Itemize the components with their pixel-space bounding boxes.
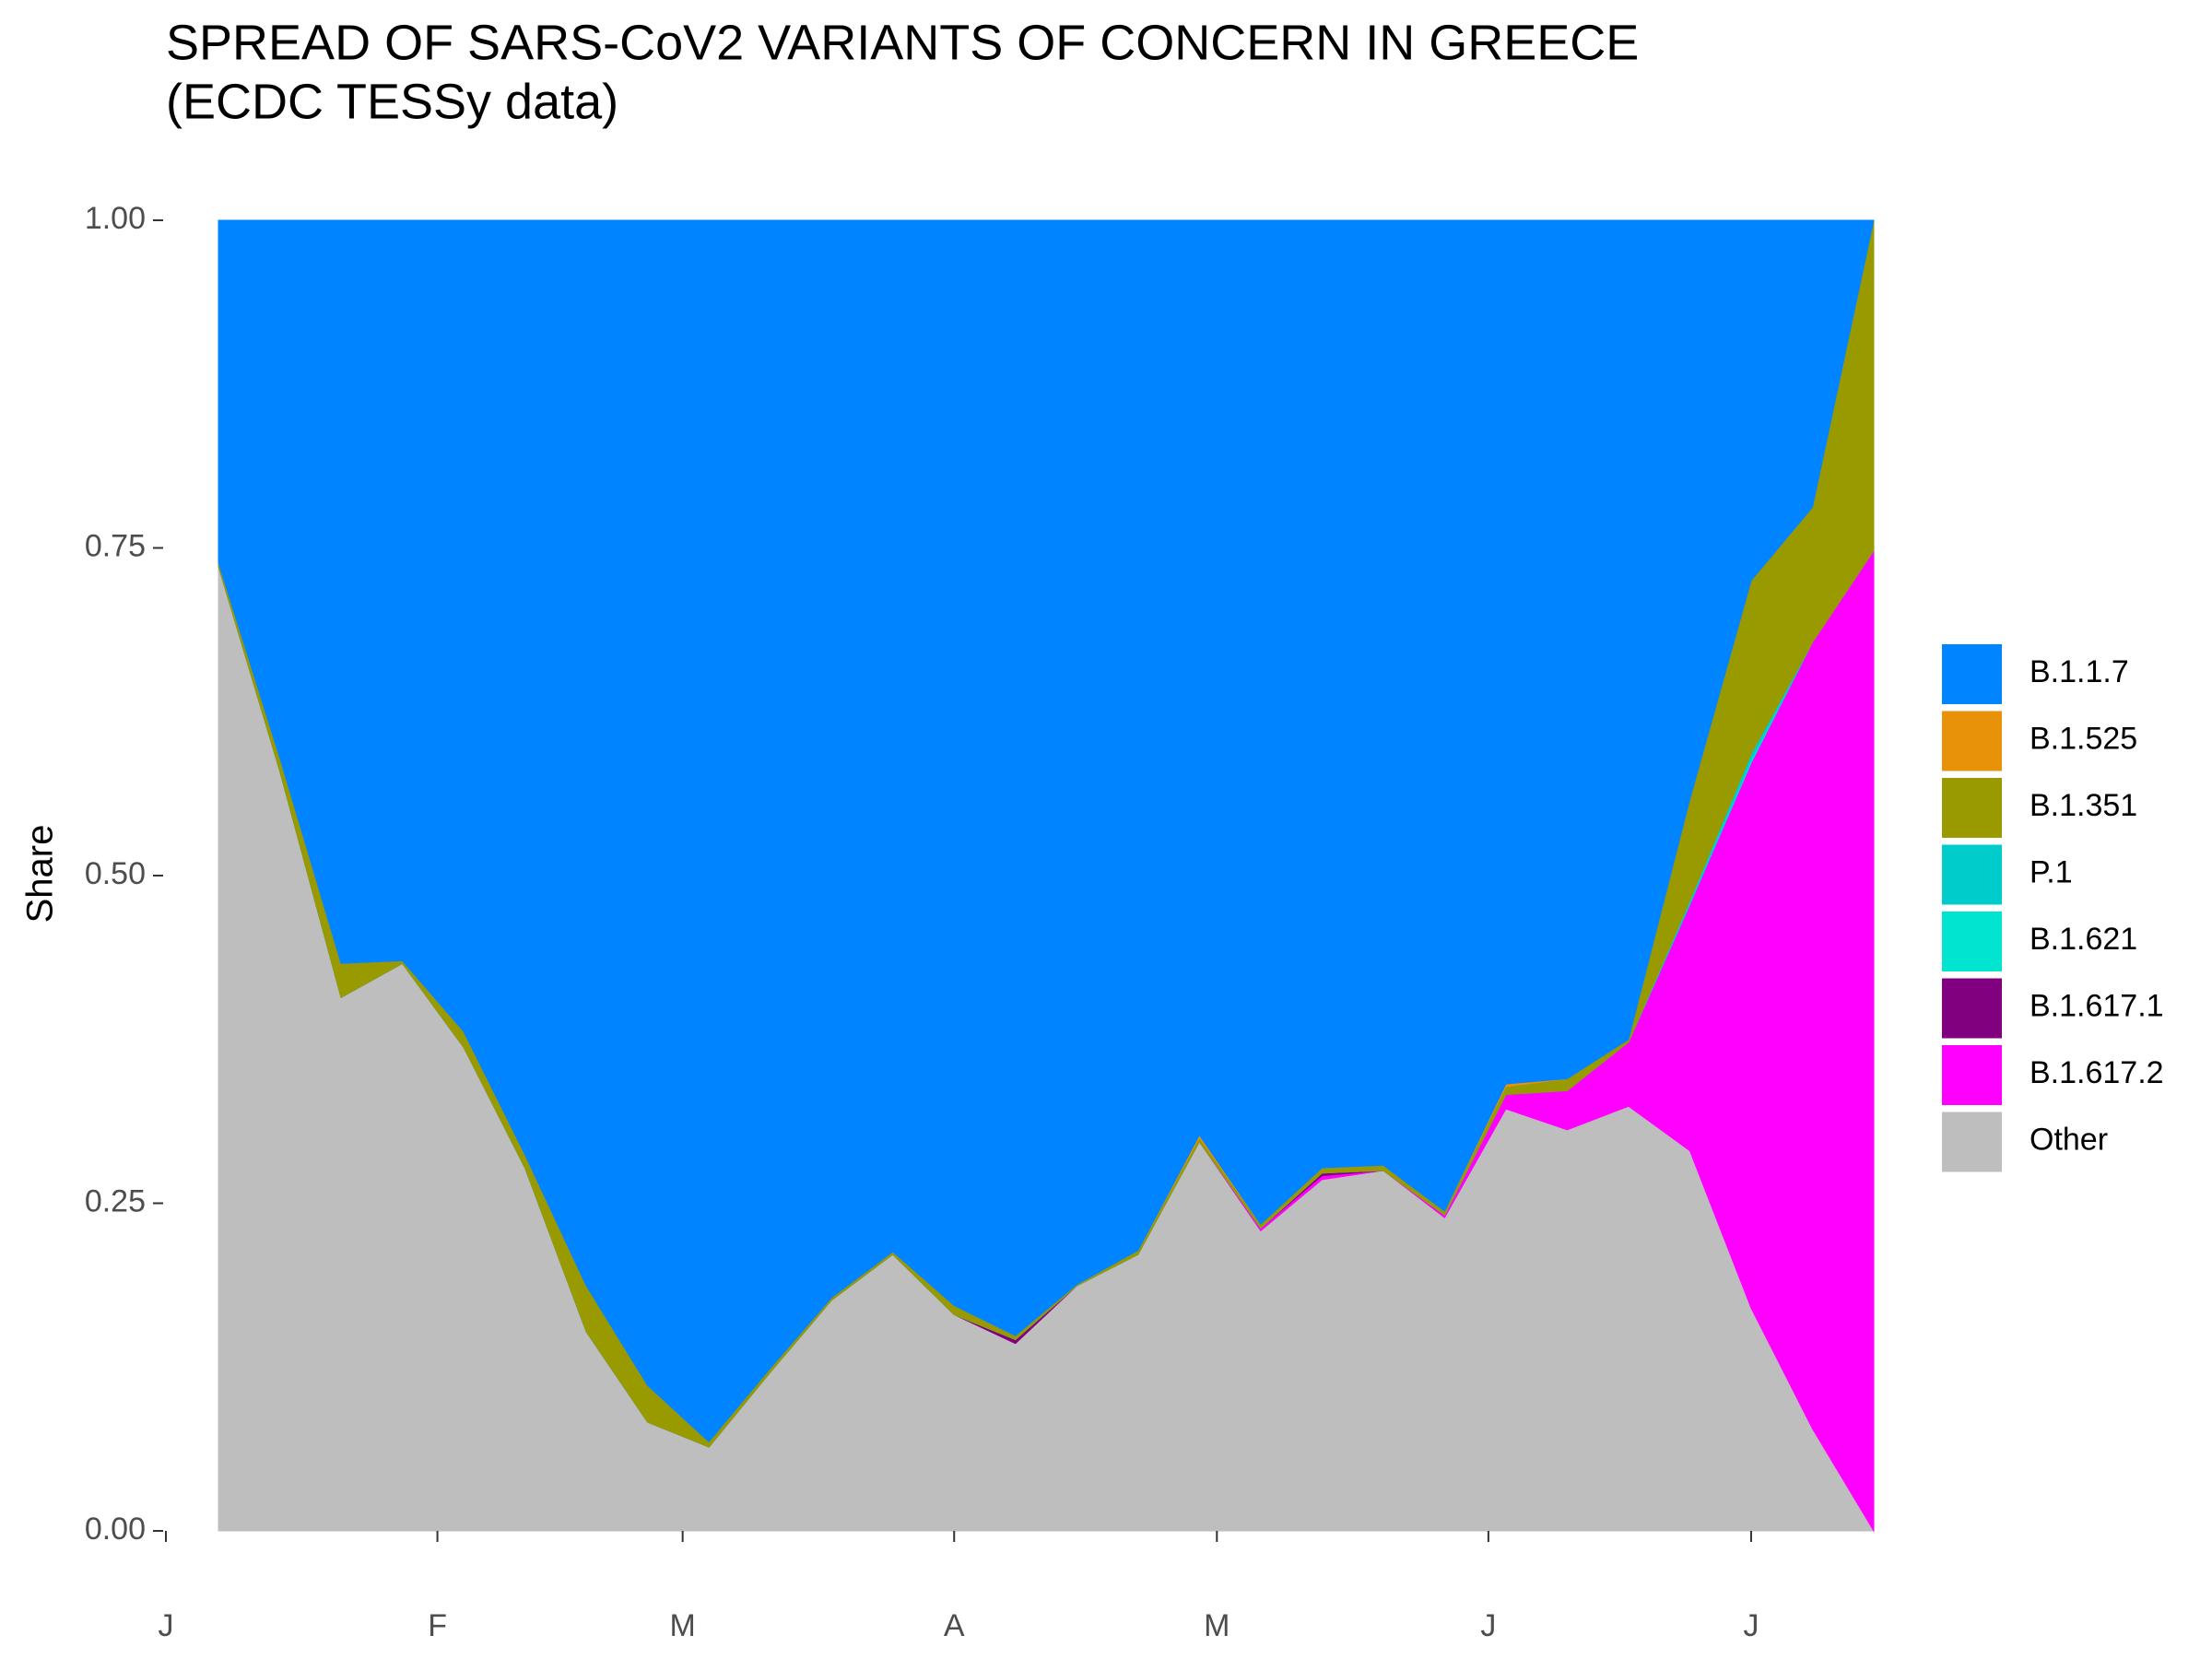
y-tick-label: 0.75 (85, 528, 146, 563)
x-tick-label: M (1204, 1608, 1230, 1643)
y-axis-label: Share (20, 825, 61, 924)
y-tick-label: 0.50 (85, 856, 146, 891)
legend-key (1942, 711, 2002, 771)
x-tick-label: J (1743, 1608, 1759, 1643)
x-tick-label: J (1480, 1608, 1496, 1643)
legend-key (1942, 844, 2002, 905)
area (218, 219, 1875, 1443)
y-tick-label: 0.25 (85, 1183, 146, 1218)
chart-title: SPREAD OF SARS-CoV2 VARIANTS OF CONCERN … (166, 15, 1639, 70)
legend-key (1942, 1112, 2002, 1172)
x-tick-label: F (428, 1608, 447, 1643)
chart-title: (ECDC TESSy data) (166, 74, 618, 129)
legend-key (1942, 778, 2002, 838)
y-tick-label: 1.00 (85, 201, 146, 236)
legend-label: B.1.617.2 (2030, 1055, 2164, 1090)
x-tick-label: A (944, 1608, 965, 1643)
legend-key (1942, 912, 2002, 971)
legend-label: B.1.617.1 (2030, 988, 2164, 1023)
legend-label: B.1.351 (2030, 788, 2137, 823)
legend-key (1942, 1045, 2002, 1105)
legend-label: B.1.1.7 (2030, 654, 2129, 689)
x-tick-label: M (669, 1608, 695, 1643)
x-tick-label: J (159, 1608, 174, 1643)
legend-label: P.1 (2030, 854, 2073, 889)
y-tick-label: 0.00 (85, 1512, 146, 1547)
legend-label: B.1.621 (2030, 922, 2137, 957)
legend-label: B.1.525 (2030, 721, 2137, 756)
legend-key (1942, 978, 2002, 1039)
legend-label: Other (2030, 1122, 2108, 1157)
legend-key (1942, 644, 2002, 704)
